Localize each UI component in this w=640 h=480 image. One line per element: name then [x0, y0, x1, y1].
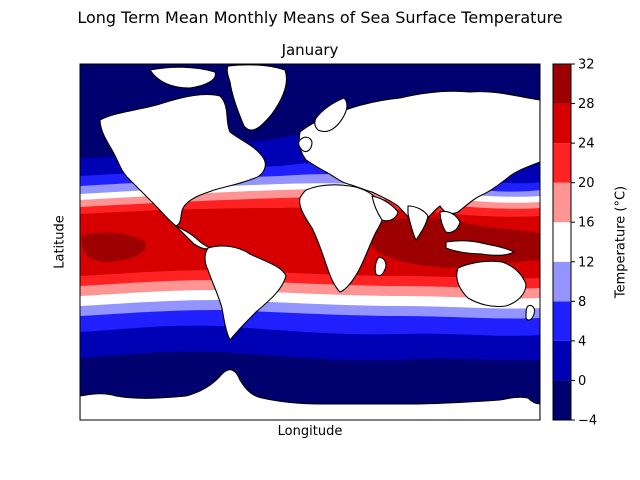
colorbar-swatch-5 [553, 182, 571, 223]
colorbar-swatch-0 [553, 380, 571, 420]
land-scandinavia [314, 97, 348, 133]
land-antarctica [80, 369, 540, 420]
colorbar-swatch-2 [553, 301, 571, 341]
colorbar-tick-label-9: 32 [578, 58, 595, 73]
land-masses [80, 64, 540, 420]
sst-map [80, 64, 540, 420]
colorbar-tick-label-3: 8 [578, 295, 586, 310]
map-frame [79, 63, 541, 421]
land-southeast-asia [439, 210, 461, 234]
colorbar-swatch-3 [553, 261, 571, 302]
land-indonesia [445, 240, 515, 256]
colorbar-label: Temperature (°C) [613, 185, 629, 299]
colorbar-swatch-6 [553, 143, 571, 183]
colorbar-swatch-4 [553, 222, 571, 262]
land-arctic-islands [149, 66, 216, 89]
figure-title: Long Term Mean Monthly Means of Sea Surf… [77, 8, 563, 27]
land-greenland [226, 64, 288, 131]
colorbar-tick-label-0: −4 [578, 414, 597, 429]
colorbar-tick-label-8: 28 [578, 97, 595, 112]
chart-subtitle: January [281, 41, 339, 59]
land-africa [299, 184, 385, 293]
land-madagascar [374, 256, 387, 277]
colorbar-swatch-7 [553, 103, 571, 144]
colorbar-tick-label-1: 0 [578, 374, 586, 389]
colorbar-tick-label-2: 4 [578, 334, 586, 349]
colorbar-swatch-1 [553, 340, 571, 381]
colorbar-tick-label-4: 12 [578, 255, 595, 270]
land-arabia [371, 195, 399, 222]
colorbar-tick-label-7: 24 [578, 137, 595, 152]
land-australia [456, 260, 527, 308]
warm-pool-pacific-east [81, 232, 146, 262]
colorbar-tick-label-6: 20 [578, 176, 595, 191]
colorbar-tick-label-5: 16 [578, 216, 595, 231]
y-axis-label: Latitude [52, 215, 68, 269]
land-north-america [99, 93, 266, 227]
land-india [407, 205, 429, 241]
land-new-zealand [525, 304, 536, 321]
land-british-isles [298, 136, 313, 153]
land-south-america [204, 245, 287, 341]
colorbar-frame [552, 63, 572, 421]
x-axis-label: Longitude [277, 424, 343, 439]
colorbar: −4 0 4 8 12 16 20 24 28 32 [552, 58, 597, 429]
colorbar-swatch-8 [553, 64, 571, 104]
